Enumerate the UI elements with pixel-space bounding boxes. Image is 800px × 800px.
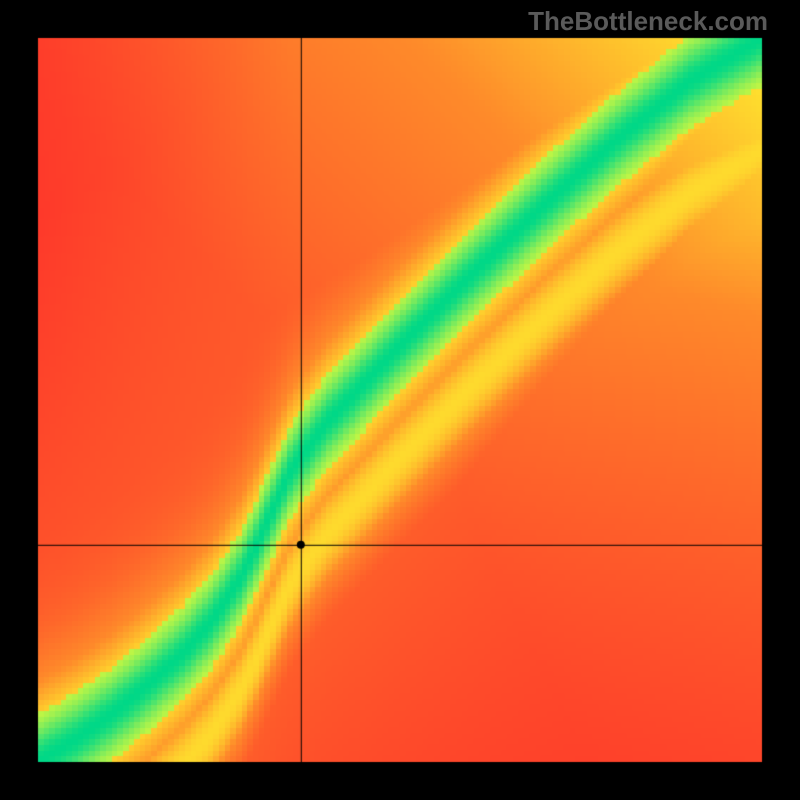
watermark-text: TheBottleneck.com bbox=[528, 6, 768, 37]
bottleneck-heatmap bbox=[0, 0, 800, 800]
